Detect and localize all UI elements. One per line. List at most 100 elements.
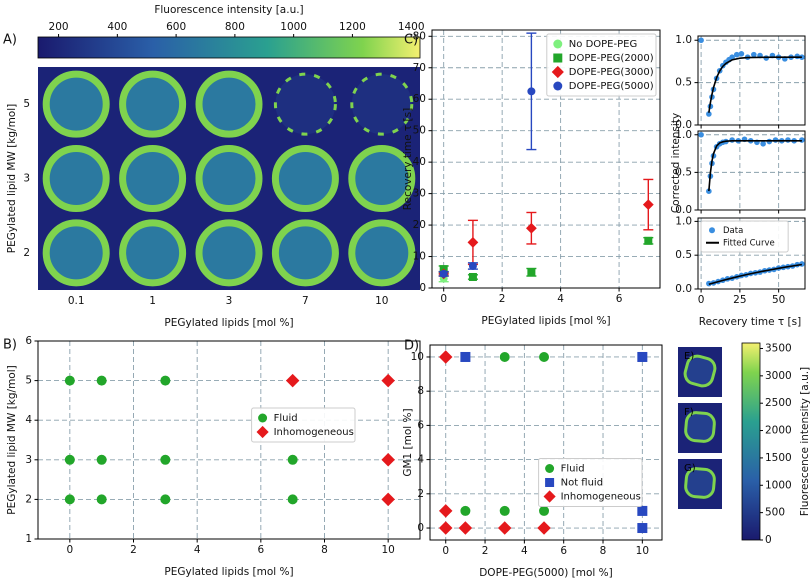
vesicle-ring bbox=[684, 411, 716, 443]
x-tick-label: 4 bbox=[557, 293, 564, 305]
marker bbox=[381, 492, 395, 507]
legend-swatch bbox=[551, 65, 564, 79]
x-axis-label: Recovery time τ [s] bbox=[699, 316, 801, 328]
vesicle-image bbox=[42, 70, 110, 138]
colorbar-tick-label: 2000 bbox=[765, 425, 792, 437]
marker bbox=[729, 137, 735, 143]
x-tick-label: 2 bbox=[130, 544, 137, 556]
marker bbox=[438, 504, 453, 518]
x-tick-label: 0 bbox=[440, 293, 447, 305]
x-tick-label: 6 bbox=[616, 293, 623, 305]
vesicle-image bbox=[195, 219, 263, 287]
x-tick-label: 6 bbox=[257, 544, 264, 556]
x-tick-label: 2 bbox=[499, 293, 506, 305]
y-tick-label: 0.5 bbox=[675, 249, 692, 261]
x-tick-label: 0 bbox=[698, 294, 705, 306]
colorbar-label: Fluorescence intensity [a.u.] bbox=[154, 4, 303, 16]
y-tick-label: 0 bbox=[417, 522, 424, 534]
legend-swatch bbox=[545, 464, 555, 473]
y-tick-label: 8 bbox=[417, 385, 424, 397]
marker bbox=[160, 375, 171, 386]
legend-label: Fluid bbox=[274, 413, 298, 424]
y-tick-label: 1.0 bbox=[675, 215, 692, 227]
marker bbox=[706, 111, 712, 117]
y-tick-label: 80 bbox=[413, 30, 426, 42]
vesicle-image bbox=[195, 145, 263, 212]
marker bbox=[698, 37, 704, 44]
marker bbox=[729, 54, 735, 60]
marker bbox=[460, 351, 471, 362]
marker bbox=[458, 521, 473, 535]
y-axis-label: PEGylated lipid MW [kg/mol] bbox=[6, 104, 18, 254]
y-tick-label: 10 bbox=[413, 251, 426, 263]
x-tick-label: 25 bbox=[733, 294, 746, 306]
legend-label: Not fluid bbox=[561, 478, 603, 489]
x-tick-label: 3 bbox=[226, 295, 233, 307]
vesicle-image bbox=[195, 70, 263, 138]
legend-label: Data bbox=[723, 226, 743, 236]
marker bbox=[738, 51, 745, 57]
y-tick-label: 3 bbox=[23, 173, 30, 185]
marker bbox=[760, 140, 766, 147]
x-axis-label: DOPE-PEG(5000) [mol %] bbox=[479, 567, 613, 579]
y-tick-label: 2 bbox=[25, 493, 32, 505]
y-tick-label: 2 bbox=[417, 488, 424, 500]
y-tick-label: 20 bbox=[413, 219, 426, 231]
legend-box bbox=[700, 220, 789, 253]
x-tick-label: 0 bbox=[442, 545, 449, 557]
fit-line bbox=[708, 263, 803, 286]
legend-box bbox=[251, 407, 356, 443]
fit-line bbox=[708, 139, 802, 192]
vesicle-image bbox=[119, 219, 187, 287]
x-tick-label: 0 bbox=[66, 544, 73, 556]
marker bbox=[733, 51, 740, 58]
legend-swatch bbox=[543, 490, 556, 503]
y-tick-label: 3 bbox=[25, 454, 32, 466]
y-tick-label: 4 bbox=[25, 414, 32, 426]
x-axis-label: PEGylated lipids [mol %] bbox=[164, 317, 293, 329]
x-tick-label: 10 bbox=[375, 295, 388, 307]
marker bbox=[96, 454, 107, 465]
legend-swatch bbox=[553, 53, 563, 63]
marker bbox=[644, 236, 653, 245]
legend-label: Inhomogeneous bbox=[274, 427, 354, 438]
marker bbox=[460, 505, 471, 516]
colorbar bbox=[741, 342, 761, 541]
marker bbox=[96, 375, 107, 386]
plot-frame bbox=[697, 130, 806, 211]
y-axis-label: GM1 [mol %] bbox=[402, 408, 414, 476]
legend-box bbox=[538, 458, 643, 507]
colorbar-tick-label: 1500 bbox=[765, 452, 792, 464]
y-tick-label: 50 bbox=[413, 125, 426, 137]
y-tick-label: 10 bbox=[411, 351, 424, 363]
legend-swatch bbox=[256, 425, 269, 439]
panel-label: F) bbox=[684, 407, 694, 418]
marker bbox=[497, 521, 512, 535]
x-tick-label: 1 bbox=[149, 295, 156, 307]
y-tick-label: 0.0 bbox=[675, 283, 692, 295]
marker bbox=[381, 373, 395, 388]
vesicle-image bbox=[119, 145, 187, 212]
marker bbox=[637, 505, 648, 516]
plot-frame bbox=[697, 35, 806, 126]
colorbar-tick-label: 200 bbox=[49, 21, 69, 33]
scale-bar bbox=[690, 512, 703, 515]
colorbar bbox=[37, 36, 421, 59]
x-tick-label: 10 bbox=[636, 545, 649, 557]
x-tick-label: 8 bbox=[600, 545, 607, 557]
colorbar-tick-label: 400 bbox=[107, 21, 127, 33]
marker bbox=[799, 261, 805, 267]
marker bbox=[539, 351, 550, 362]
marker bbox=[438, 521, 453, 535]
marker bbox=[160, 494, 171, 505]
legend-label: Inhomogeneous bbox=[561, 492, 641, 503]
marker bbox=[537, 521, 551, 535]
vesicle-image bbox=[348, 145, 416, 212]
plot-frame bbox=[429, 344, 663, 541]
x-tick-label: 6 bbox=[560, 545, 567, 557]
colorbar-tick-label: 1000 bbox=[765, 479, 792, 491]
panel-label: A) bbox=[3, 33, 17, 48]
marker bbox=[539, 505, 550, 516]
plot-frame bbox=[431, 29, 661, 289]
x-axis-label: PEGylated lipids [mol %] bbox=[481, 315, 610, 327]
